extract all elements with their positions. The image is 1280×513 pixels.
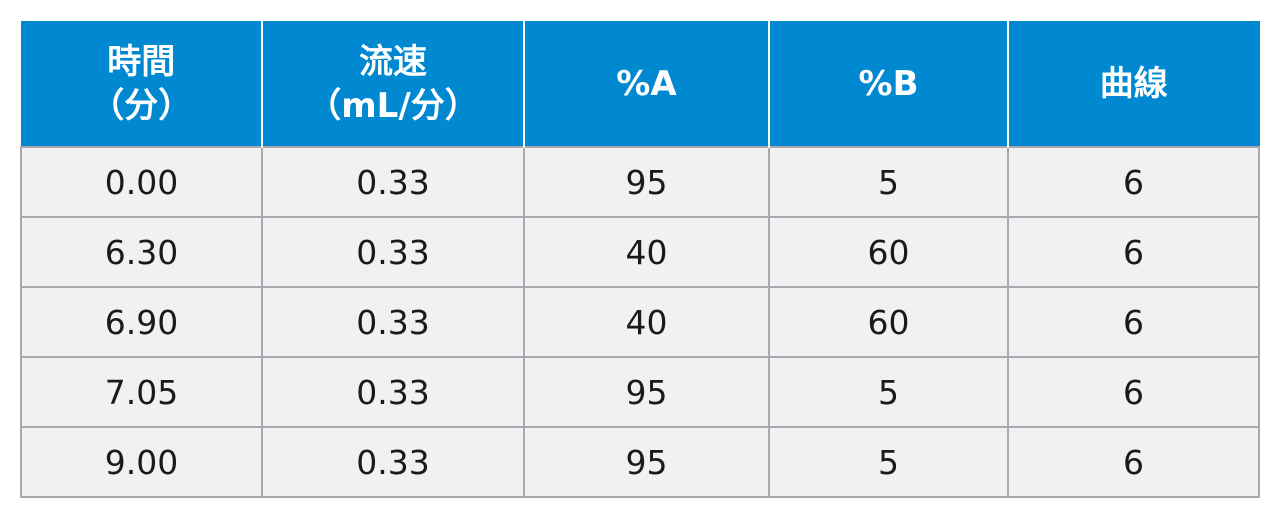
cell-percent-b: 5 bbox=[768, 356, 1009, 428]
cell-flow-rate: 0.33 bbox=[261, 426, 525, 498]
gradient-table: 時間 （分） 流速 （mL/分） %A %B 曲線 0.00 0.33 95 5… bbox=[20, 21, 1260, 498]
cell-flow-rate: 0.33 bbox=[261, 356, 525, 428]
cell-percent-a: 40 bbox=[523, 286, 770, 358]
header-flow-rate: 流速 （mL/分） bbox=[261, 21, 525, 148]
table-row: 7.05 0.33 95 5 6 bbox=[20, 356, 1260, 428]
cell-time: 9.00 bbox=[20, 426, 263, 498]
header-time-label: 時間 bbox=[107, 42, 176, 82]
header-percent-b: %B bbox=[768, 21, 1009, 148]
cell-percent-a: 95 bbox=[523, 146, 770, 218]
cell-percent-a: 40 bbox=[523, 216, 770, 288]
header-percent-b-label: %B bbox=[858, 64, 919, 104]
header-time-unit: （分） bbox=[90, 86, 193, 126]
cell-percent-a: 95 bbox=[523, 426, 770, 498]
cell-time: 0.00 bbox=[20, 146, 263, 218]
cell-curve: 6 bbox=[1007, 286, 1260, 358]
cell-curve: 6 bbox=[1007, 356, 1260, 428]
cell-flow-rate: 0.33 bbox=[261, 216, 525, 288]
header-flow-rate-label: 流速 bbox=[359, 42, 427, 82]
cell-time: 6.30 bbox=[20, 216, 263, 288]
cell-time: 6.90 bbox=[20, 286, 263, 358]
cell-percent-a: 95 bbox=[523, 356, 770, 428]
header-time: 時間 （分） bbox=[20, 21, 263, 148]
cell-curve: 6 bbox=[1007, 426, 1260, 498]
table-row: 6.90 0.33 40 60 6 bbox=[20, 286, 1260, 358]
cell-flow-rate: 0.33 bbox=[261, 146, 525, 218]
table-row: 6.30 0.33 40 60 6 bbox=[20, 216, 1260, 288]
cell-percent-b: 60 bbox=[768, 286, 1009, 358]
table-row: 9.00 0.33 95 5 6 bbox=[20, 426, 1260, 498]
table-row: 0.00 0.33 95 5 6 bbox=[20, 146, 1260, 218]
cell-time: 7.05 bbox=[20, 356, 263, 428]
header-percent-a: %A bbox=[523, 21, 770, 148]
header-row: 時間 （分） 流速 （mL/分） %A %B 曲線 bbox=[20, 21, 1260, 148]
header-curve-label: 曲線 bbox=[1099, 64, 1168, 104]
cell-curve: 6 bbox=[1007, 146, 1260, 218]
header-flow-rate-unit: （mL/分） bbox=[307, 86, 479, 126]
header-percent-a-label: %A bbox=[616, 64, 677, 104]
cell-percent-b: 60 bbox=[768, 216, 1009, 288]
cell-flow-rate: 0.33 bbox=[261, 286, 525, 358]
cell-percent-b: 5 bbox=[768, 146, 1009, 218]
header-curve: 曲線 bbox=[1007, 21, 1260, 148]
cell-percent-b: 5 bbox=[768, 426, 1009, 498]
cell-curve: 6 bbox=[1007, 216, 1260, 288]
